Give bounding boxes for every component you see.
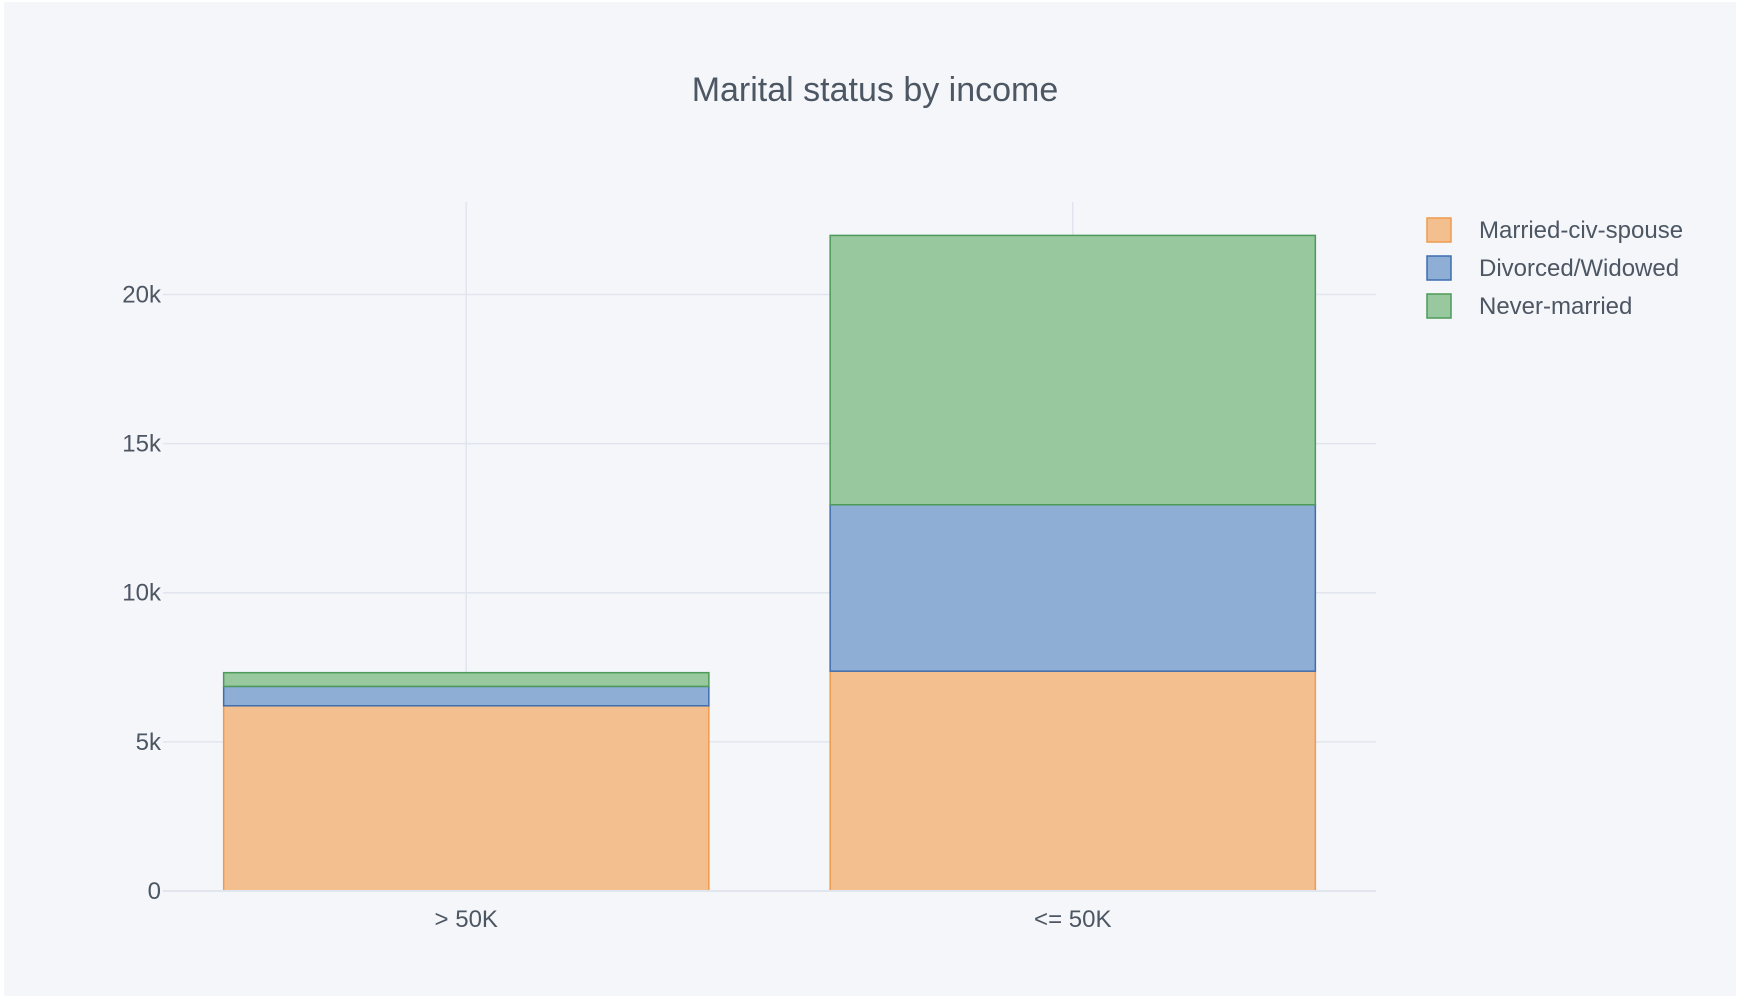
legend: Married-civ-spouse Divorced/Widowed Never-… [1426, 217, 1683, 320]
axes: 0 5k 10k 15k 20k > 50K <= 50K [122, 281, 1376, 933]
x-tick-label: > 50K [435, 906, 498, 933]
chart-title: Marital status by income [692, 71, 1059, 109]
legend-item[interactable]: Married-civ-spouse [1426, 217, 1683, 244]
legend-swatch [1426, 293, 1452, 319]
bar-segment[interactable] [829, 670, 1317, 892]
bar-segment[interactable] [829, 234, 1317, 506]
y-tick-label: 10k [122, 580, 162, 607]
bar-segment[interactable] [222, 705, 710, 892]
legend-label: Married-civ-spouse [1479, 217, 1683, 244]
legend-label: Never-married [1479, 293, 1632, 320]
y-tick-label: 0 [148, 878, 161, 905]
bar-segment[interactable] [829, 503, 1317, 672]
legend-label: Divorced/Widowed [1479, 255, 1679, 282]
y-tick-label: 5k [136, 729, 162, 756]
bar-segment[interactable] [222, 671, 710, 688]
bars [222, 234, 1317, 892]
legend-swatch [1426, 255, 1452, 281]
x-tick-label: <= 50K [1034, 906, 1111, 933]
y-tick-label: 15k [122, 431, 162, 458]
legend-item[interactable]: Divorced/Widowed [1426, 255, 1679, 282]
legend-item[interactable]: Never-married [1426, 293, 1632, 320]
bar-segment[interactable] [222, 685, 710, 707]
legend-swatch [1426, 217, 1452, 243]
y-tick-label: 20k [122, 281, 162, 308]
